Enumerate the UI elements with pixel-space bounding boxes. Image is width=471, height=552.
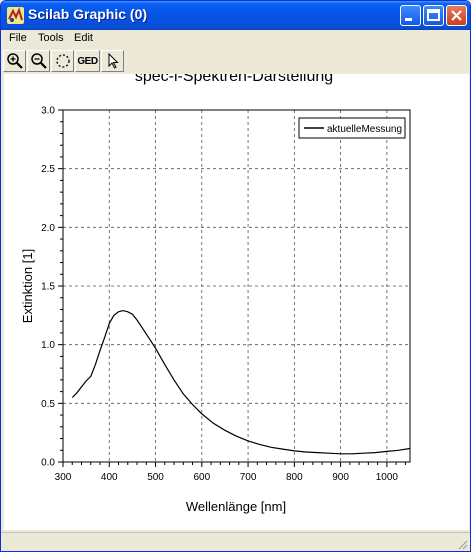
y-tick-label: 2.0 <box>41 223 55 234</box>
x-tick-label: 1000 <box>376 472 399 483</box>
close-icon <box>451 10 462 21</box>
maximize-button[interactable] <box>423 5 444 26</box>
axis-ticks: 300 400 500 600 700 800 900 1000 0.0 0.5 1.0 1.5 2.0… <box>41 106 406 483</box>
grid <box>63 110 410 462</box>
status-bar <box>1 532 470 551</box>
zoom-out-icon <box>30 53 47 69</box>
menu-tools[interactable]: Tools <box>38 32 64 44</box>
y-tick-label: 3.0 <box>41 106 55 117</box>
rotate-icon <box>55 54 70 68</box>
x-tick-label: 900 <box>332 472 349 483</box>
y-tick-label: 1.0 <box>41 340 55 351</box>
ged-button[interactable]: GED <box>75 50 100 72</box>
menu-bar: File Tools Edit <box>1 30 470 48</box>
x-tick-label: 600 <box>193 472 210 483</box>
resize-grip-icon[interactable] <box>456 538 468 550</box>
x-tick-label: 800 <box>286 472 303 483</box>
pointer-icon <box>108 52 119 69</box>
x-tick-label: 700 <box>240 472 257 483</box>
maximize-icon <box>427 9 440 21</box>
zoom-in-button[interactable] <box>3 50 26 72</box>
pointer-button[interactable] <box>101 50 124 72</box>
x-tick-label: 300 <box>55 472 72 483</box>
zoom-in-icon <box>6 53 23 69</box>
y-axis-label: Extinktion [1] <box>20 249 35 323</box>
menu-file[interactable]: File <box>9 32 27 44</box>
x-axis-label: Wellenlänge [nm] <box>186 499 286 514</box>
scilab-app-icon <box>7 7 24 24</box>
y-tick-label: 0.0 <box>41 458 55 469</box>
y-tick-label: 0.5 <box>41 399 55 410</box>
y-tick-label: 2.5 <box>41 164 55 175</box>
spectrum-chart: spec-i-Spektren-Darstellung 300 400 500 600… <box>20 68 411 514</box>
minimize-button[interactable] <box>400 5 421 26</box>
x-tick-label: 500 <box>147 472 164 483</box>
legend-entry: aktuelleMessung <box>327 124 402 135</box>
y-tick-label: 1.5 <box>41 282 55 293</box>
legend: aktuelleMessung <box>298 117 406 139</box>
ged-button-label: GED <box>77 55 98 67</box>
close-button[interactable] <box>446 5 467 26</box>
title-bar[interactable]: Scilab Graphic (0) <box>1 1 470 30</box>
minimize-icon <box>405 18 412 21</box>
graphic-canvas[interactable]: spec-i-Spektren-Darstellung 300 400 500 600… <box>4 48 469 530</box>
series-line-aktuellemessung <box>71 309 411 455</box>
rotate-button[interactable] <box>51 50 74 72</box>
menu-edit[interactable]: Edit <box>74 32 93 44</box>
x-tick-label: 400 <box>101 472 118 483</box>
toolbar: GED <box>1 48 470 74</box>
legend-box <box>298 117 406 139</box>
window-title: Scilab Graphic (0) <box>28 6 148 22</box>
zoom-out-button[interactable] <box>27 50 50 72</box>
